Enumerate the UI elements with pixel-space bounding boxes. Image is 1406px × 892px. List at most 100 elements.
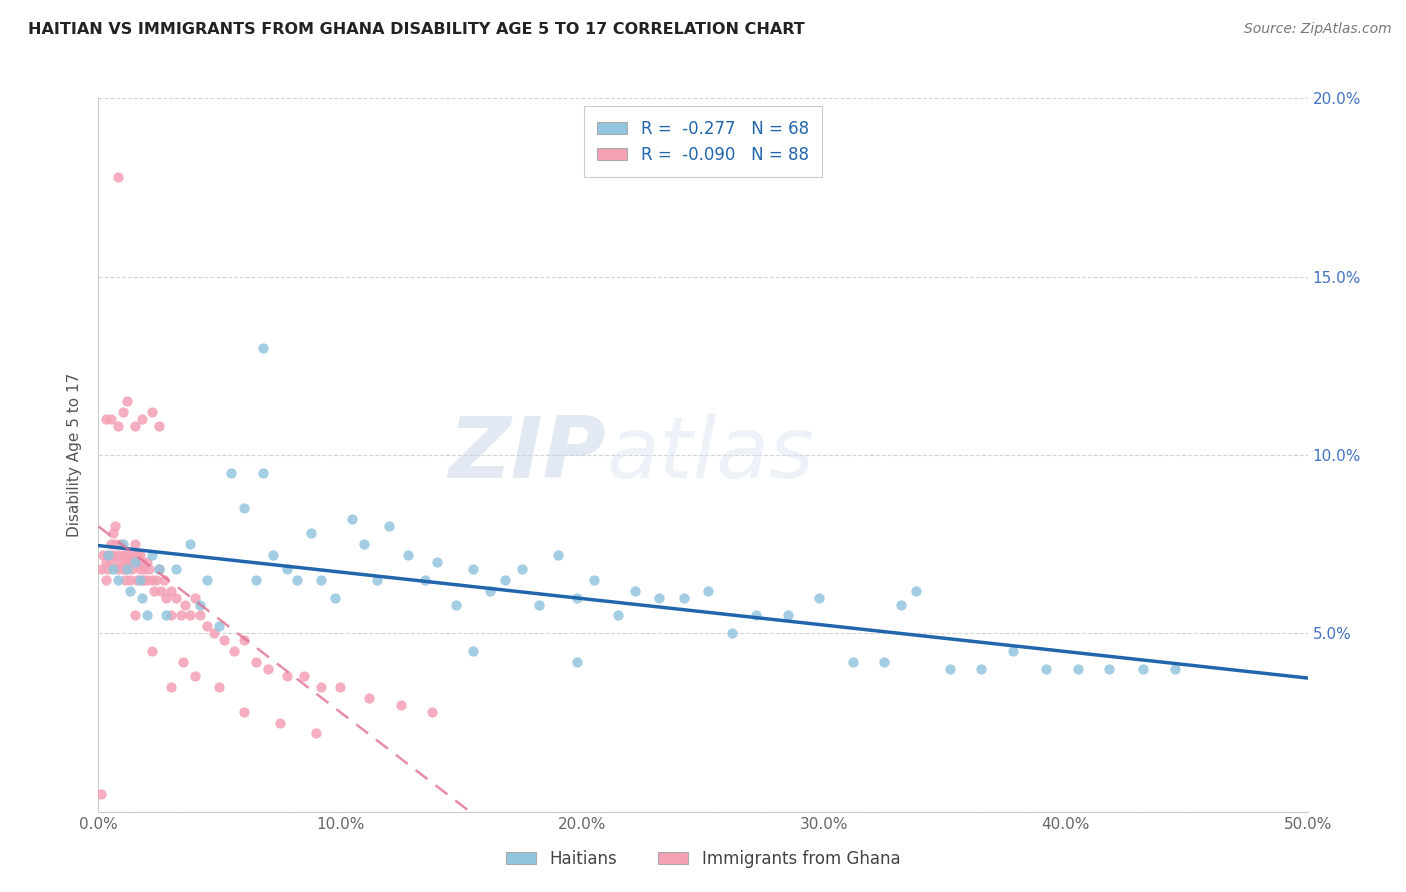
Point bbox=[135, 608, 157, 623]
Point bbox=[143, 583, 166, 598]
Point bbox=[174, 598, 197, 612]
Text: Source: ZipAtlas.com: Source: ZipAtlas.com bbox=[1244, 22, 1392, 37]
Point bbox=[389, 698, 412, 712]
Text: HAITIAN VS IMMIGRANTS FROM GHANA DISABILITY AGE 5 TO 17 CORRELATION CHART: HAITIAN VS IMMIGRANTS FROM GHANA DISABIL… bbox=[28, 22, 804, 37]
Point bbox=[396, 548, 419, 562]
Point bbox=[114, 573, 136, 587]
Point bbox=[299, 526, 322, 541]
Point bbox=[420, 705, 443, 719]
Point bbox=[117, 548, 139, 562]
Point bbox=[527, 598, 550, 612]
Point bbox=[776, 608, 799, 623]
Point bbox=[188, 608, 211, 623]
Point bbox=[160, 583, 183, 598]
Point bbox=[873, 655, 896, 669]
Point bbox=[155, 608, 177, 623]
Point bbox=[547, 548, 569, 562]
Point bbox=[309, 573, 332, 587]
Point bbox=[148, 562, 170, 576]
Point bbox=[118, 555, 141, 569]
Point bbox=[141, 405, 163, 419]
Point bbox=[359, 690, 381, 705]
Point bbox=[111, 405, 134, 419]
Point bbox=[329, 680, 352, 694]
Point bbox=[134, 562, 156, 576]
Point bbox=[141, 644, 163, 658]
Point bbox=[567, 591, 589, 605]
Point bbox=[245, 573, 267, 587]
Point bbox=[463, 562, 485, 576]
Point bbox=[232, 705, 254, 719]
Point bbox=[100, 537, 122, 551]
Point bbox=[221, 466, 243, 480]
Point bbox=[131, 555, 153, 569]
Point bbox=[94, 412, 117, 426]
Point bbox=[141, 573, 163, 587]
Point bbox=[155, 591, 177, 605]
Point bbox=[124, 537, 146, 551]
Point bbox=[117, 562, 139, 576]
Point bbox=[672, 591, 695, 605]
Point bbox=[292, 669, 315, 683]
Point bbox=[1035, 662, 1057, 676]
Point bbox=[111, 548, 134, 562]
Point bbox=[195, 619, 218, 633]
Point bbox=[100, 412, 122, 426]
Point bbox=[134, 573, 156, 587]
Point bbox=[1163, 662, 1185, 676]
Point bbox=[624, 583, 647, 598]
Point bbox=[97, 562, 120, 576]
Point bbox=[256, 662, 278, 676]
Point bbox=[128, 573, 150, 587]
Point bbox=[104, 537, 127, 551]
Point bbox=[262, 548, 284, 562]
Point bbox=[108, 537, 131, 551]
Point bbox=[90, 787, 112, 801]
Point bbox=[128, 548, 150, 562]
Point bbox=[107, 573, 129, 587]
Point bbox=[426, 555, 449, 569]
Point bbox=[107, 419, 129, 434]
Point bbox=[696, 583, 718, 598]
Point bbox=[94, 555, 117, 569]
Point bbox=[94, 573, 117, 587]
Point bbox=[101, 562, 124, 576]
Point bbox=[128, 562, 150, 576]
Point bbox=[91, 548, 114, 562]
Point bbox=[252, 341, 274, 355]
Point bbox=[494, 573, 516, 587]
Point bbox=[184, 591, 207, 605]
Point bbox=[118, 573, 141, 587]
Text: atlas: atlas bbox=[606, 413, 814, 497]
Point bbox=[342, 512, 364, 526]
Point bbox=[245, 655, 267, 669]
Point bbox=[169, 608, 191, 623]
Point bbox=[721, 626, 744, 640]
Legend: Haitians, Immigrants from Ghana: Haitians, Immigrants from Ghana bbox=[499, 844, 907, 875]
Point bbox=[90, 562, 112, 576]
Point bbox=[107, 169, 129, 184]
Point bbox=[160, 680, 183, 694]
Point bbox=[188, 598, 211, 612]
Point bbox=[309, 680, 332, 694]
Point bbox=[222, 644, 245, 658]
Point bbox=[160, 608, 183, 623]
Point bbox=[904, 583, 927, 598]
Point bbox=[353, 537, 375, 551]
Point bbox=[745, 608, 768, 623]
Point bbox=[124, 419, 146, 434]
Point bbox=[121, 562, 143, 576]
Point bbox=[127, 548, 149, 562]
Point bbox=[607, 608, 630, 623]
Point bbox=[232, 633, 254, 648]
Text: ZIP: ZIP bbox=[449, 413, 606, 497]
Point bbox=[107, 562, 129, 576]
Point bbox=[150, 583, 173, 598]
Point bbox=[152, 573, 174, 587]
Point bbox=[1001, 644, 1024, 658]
Point bbox=[938, 662, 960, 676]
Point bbox=[479, 583, 502, 598]
Point bbox=[285, 573, 308, 587]
Point bbox=[104, 519, 127, 533]
Point bbox=[131, 412, 153, 426]
